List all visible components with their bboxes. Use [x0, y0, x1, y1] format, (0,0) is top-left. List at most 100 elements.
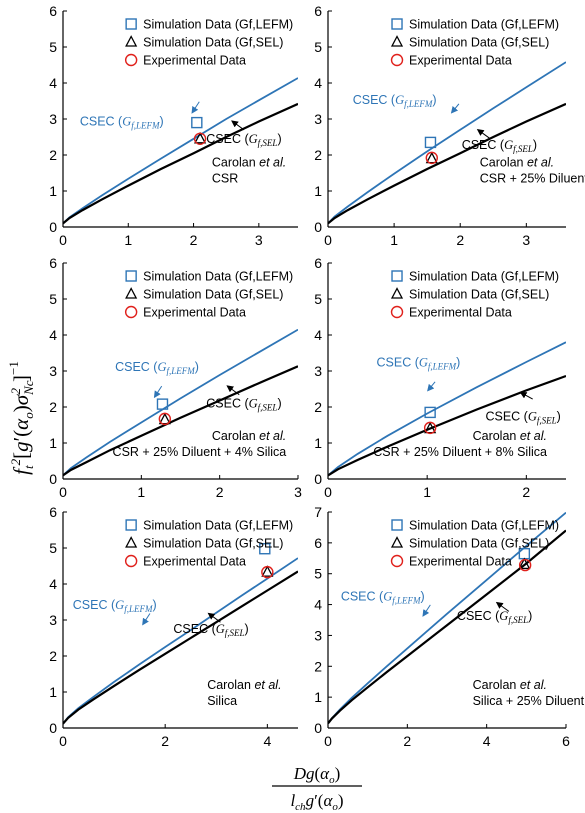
- y-tick-label: 1: [49, 684, 57, 700]
- x-tick-label: 0: [59, 484, 67, 500]
- y-tick-label: 5: [314, 566, 322, 582]
- y-axis-label: ft2[g′(αo)σNc2]−1: [6, 361, 36, 475]
- y-tick-label: 6: [314, 535, 322, 551]
- arrow-lefm: [422, 604, 431, 617]
- curve-label-sel: CSEC (Gf,SEL): [206, 132, 281, 148]
- legend-marker-circle: [124, 53, 138, 67]
- y-tick-label: 2: [49, 648, 57, 664]
- series-line-sel: [328, 529, 566, 725]
- legend-marker-circle: [124, 554, 138, 568]
- x-tick-label: 1: [137, 484, 145, 500]
- point-simulation-sel: [194, 131, 207, 144]
- y-tick-label: 5: [49, 540, 57, 556]
- x-tick-label: 2: [161, 733, 169, 749]
- annotation-source: Carolan et al.: [207, 678, 281, 692]
- point-simulation-lefm: [191, 116, 203, 129]
- panel-e: 0 1 2 3 4 5 6 0 2 4 Simulation Data (Gf,LEFM) Simul…: [49, 504, 298, 749]
- legend-marker-square: [391, 18, 403, 30]
- legend-label: Simulation Data (Gf,SEL): [143, 36, 283, 50]
- point-simulation-lefm: [424, 136, 437, 149]
- legend-marker-square: [125, 519, 137, 531]
- arrow-lefm: [153, 385, 163, 399]
- annotation-source: Carolan et al.: [473, 429, 547, 443]
- series-line-lefm: [328, 61, 566, 225]
- y-tick-label: 6: [314, 255, 322, 271]
- x-tick-label: 3: [522, 232, 530, 248]
- legend-marker-triangle: [125, 35, 138, 47]
- arrow-sel: [231, 120, 245, 131]
- arrow-sel: [519, 391, 533, 400]
- legend-marker-circle: [390, 554, 404, 568]
- x-tick-label: 1: [390, 232, 398, 248]
- series-line-lefm: [63, 328, 298, 477]
- annotation-source: Carolan et al.: [480, 156, 554, 170]
- annotation-material: Silica: [207, 694, 237, 708]
- annotation-material: CSR + 25% Diluent + 4% Silica: [113, 445, 287, 459]
- point-simulation-lefm: [259, 543, 271, 555]
- annotation-material: CSR: [212, 172, 238, 186]
- curve-label-sel: CSEC (Gf,SEL): [206, 397, 281, 413]
- x-tick-label: 0: [324, 232, 332, 248]
- point-experimental: [518, 558, 532, 572]
- curve-label-sel: CSEC (Gf,SEL): [485, 410, 560, 426]
- curve-label-lefm: CSEC (Gf,LEFM): [115, 360, 199, 376]
- y-tick-label: 2: [314, 147, 322, 163]
- y-tick-label: 0: [314, 720, 322, 736]
- y-tick-label: 5: [49, 291, 57, 307]
- y-tick-label: 6: [49, 255, 57, 271]
- series-line-sel: [328, 102, 566, 225]
- series-line-sel: [63, 570, 298, 725]
- y-tick-label: 3: [314, 111, 322, 127]
- x-tick-label: 4: [483, 733, 491, 749]
- legend-marker-square: [391, 519, 403, 531]
- arrow-sel: [226, 385, 240, 396]
- legend-label: Simulation Data (Gf,LEFM): [409, 18, 559, 32]
- legend-marker-circle: [124, 305, 138, 319]
- legend-marker-triangle: [125, 287, 138, 299]
- legend-marker-square: [125, 18, 137, 30]
- point-experimental: [158, 412, 172, 426]
- legend-label: Simulation Data (Gf,LEFM): [143, 18, 293, 32]
- panel-d: 0 1 2 3 4 5 6 0 1 2 Simulation Data (Gf,LEFM) Simul…: [314, 255, 566, 500]
- y-tick-label: 4: [49, 327, 57, 343]
- y-tick-label: 0: [49, 219, 57, 235]
- y-tick-label: 6: [49, 3, 57, 19]
- y-tick-label: 3: [314, 627, 322, 643]
- arrow-lefm: [450, 103, 460, 114]
- curve-label-lefm: CSEC (Gf,LEFM): [73, 598, 157, 614]
- panel-a: 0 1 2 3 4 5 6 0 1 2 3 Simulation Data (Gf,LEFM) Simu…: [49, 3, 298, 248]
- y-tick-label: 6: [49, 504, 57, 520]
- x-tick-label: 2: [216, 484, 224, 500]
- point-simulation-sel: [261, 565, 274, 577]
- y-tick-label: 4: [49, 75, 57, 91]
- legend-label: Experimental Data: [409, 54, 512, 68]
- point-experimental: [423, 421, 437, 435]
- x-tick-label: 3: [255, 232, 263, 248]
- legend-marker-square: [391, 270, 403, 282]
- y-tick-label: 1: [49, 435, 57, 451]
- legend-marker-square: [125, 270, 137, 282]
- y-tick-label: 6: [314, 3, 322, 19]
- curve-label-lefm: CSEC (Gf,LEFM): [341, 590, 425, 606]
- arrow-lefm: [191, 101, 200, 114]
- annotation-material: CSR + 25% Diluent + 8% Silica: [373, 445, 547, 459]
- y-tick-label: 2: [49, 147, 57, 163]
- x-tick-label: 2: [190, 232, 198, 248]
- y-tick-label: 4: [49, 576, 57, 592]
- point-simulation-sel: [518, 557, 531, 570]
- annotation-material: Silica + 25% Diluent: [473, 694, 585, 708]
- y-tick-label: 0: [314, 219, 322, 235]
- legend-label: Simulation Data (Gf,LEFM): [409, 519, 559, 533]
- point-simulation-lefm: [424, 406, 436, 419]
- x-tick-label: 0: [324, 484, 332, 500]
- y-tick-label: 3: [314, 363, 322, 379]
- curve-label-lefm: CSEC (Gf,LEFM): [377, 356, 461, 372]
- y-tick-label: 4: [314, 597, 322, 613]
- y-tick-label: 5: [314, 291, 322, 307]
- legend-label: Simulation Data (Gf,SEL): [409, 537, 549, 551]
- point-simulation-sel: [158, 412, 171, 425]
- point-experimental: [425, 151, 438, 165]
- legend-label: Experimental Data: [409, 555, 512, 569]
- y-tick-label: 2: [49, 399, 57, 415]
- y-tick-label: 4: [314, 327, 322, 343]
